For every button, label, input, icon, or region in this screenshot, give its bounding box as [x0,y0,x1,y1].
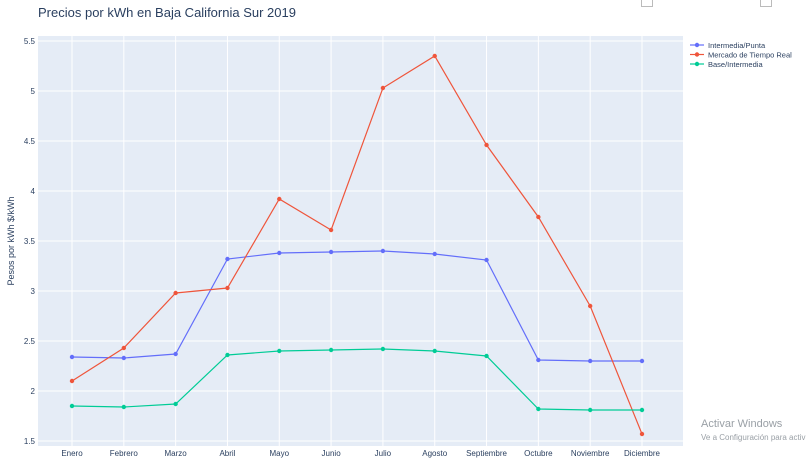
data-point [121,345,127,351]
data-point [121,404,127,410]
x-tick-label: Marzo [165,449,188,458]
x-tick-label: Octubre [524,449,553,458]
data-point [432,251,437,257]
x-tick-label: Julio [375,449,392,458]
y-tick-label: 2 [31,387,36,396]
y-tick-label: 4 [31,187,36,196]
x-tick-label: Mayo [269,449,289,458]
data-point [536,357,541,363]
y-tick-labels: 1.5 2 2.5 3 3.5 4 4.5 5 5.5 [24,37,36,446]
data-point [69,378,75,384]
y-tick-label: 3.5 [24,237,36,246]
data-point [639,407,645,413]
data-point [328,249,334,255]
data-point [277,348,282,354]
series-line [71,348,642,411]
series-line [71,55,643,435]
data-point [484,257,489,263]
legend-marker [694,52,700,57]
watermark-line2: Ve a Configuración para activ [701,433,806,442]
data-point [173,290,178,296]
legend-label: Mercado de Tiempo Real [708,50,792,59]
data-point [380,248,386,254]
watermark-line1: Activar Windows [701,418,783,430]
data-point [69,403,75,409]
toolbar-stub-right [760,0,772,7]
data-point [173,401,178,407]
y-tick-label: 4.5 [24,137,36,146]
y-tick-label: 1.5 [24,437,36,446]
data-point [432,53,437,59]
series-lines [69,53,645,437]
y-axis-label: Pesos por kWh $/kWh [6,196,16,285]
activation-watermark: Activar Windows Ve a Configuración para … [701,418,806,442]
data-point [484,353,489,359]
y-tick-label: 3 [31,287,36,296]
series-2 [69,346,645,413]
x-tick-label: Noviembre [571,449,610,458]
grid-lines [38,36,683,446]
data-point [173,351,178,357]
data-point [536,406,541,412]
data-point [121,355,127,361]
legend-label: Base/Intermedia [708,60,763,69]
series-line [71,250,642,362]
data-point [328,347,334,353]
toolbar-stub-left [641,0,653,7]
series-0 [69,248,645,364]
data-point [380,85,386,91]
legend-marker [694,61,700,67]
data-point [587,358,593,364]
legend-item: Intermedia/Punta [690,41,766,50]
data-point [225,352,230,358]
data-point [277,196,282,202]
data-point [587,303,593,309]
x-tick-label: Febrero [110,449,139,458]
data-point [536,214,541,220]
data-point [639,358,645,364]
y-tick-label: 2.5 [24,337,36,346]
y-tick-label: 5 [31,87,36,96]
data-point [225,285,230,291]
series-1 [69,53,645,437]
x-tick-label: Septiembre [466,449,507,458]
data-point [277,250,282,256]
data-point [639,431,645,437]
x-tick-label: Junio [322,449,342,458]
legend-marker [694,42,700,48]
data-point [432,348,437,354]
data-point [587,407,593,413]
chart-title: Precios por kWh en Baja California Sur 2… [38,5,296,20]
legend-item: Mercado de Tiempo Real [690,50,792,59]
y-tick-label: 5.5 [24,37,36,46]
data-point [484,142,489,148]
x-tick-labels: Enero Febrero Marzo Abril Mayo Junio Julio Agos… [61,449,660,458]
data-point [69,354,75,360]
x-tick-label: Diciembre [624,449,661,458]
x-tick-label: Abril [219,449,235,458]
x-tick-label: Enero [61,449,83,458]
data-point [225,256,230,262]
data-point [328,227,334,233]
x-tick-label: Agosto [422,449,447,458]
legend-label: Intermedia/Punta [708,41,766,50]
legend-item: Base/Intermedia [690,60,763,69]
data-point [380,346,386,352]
